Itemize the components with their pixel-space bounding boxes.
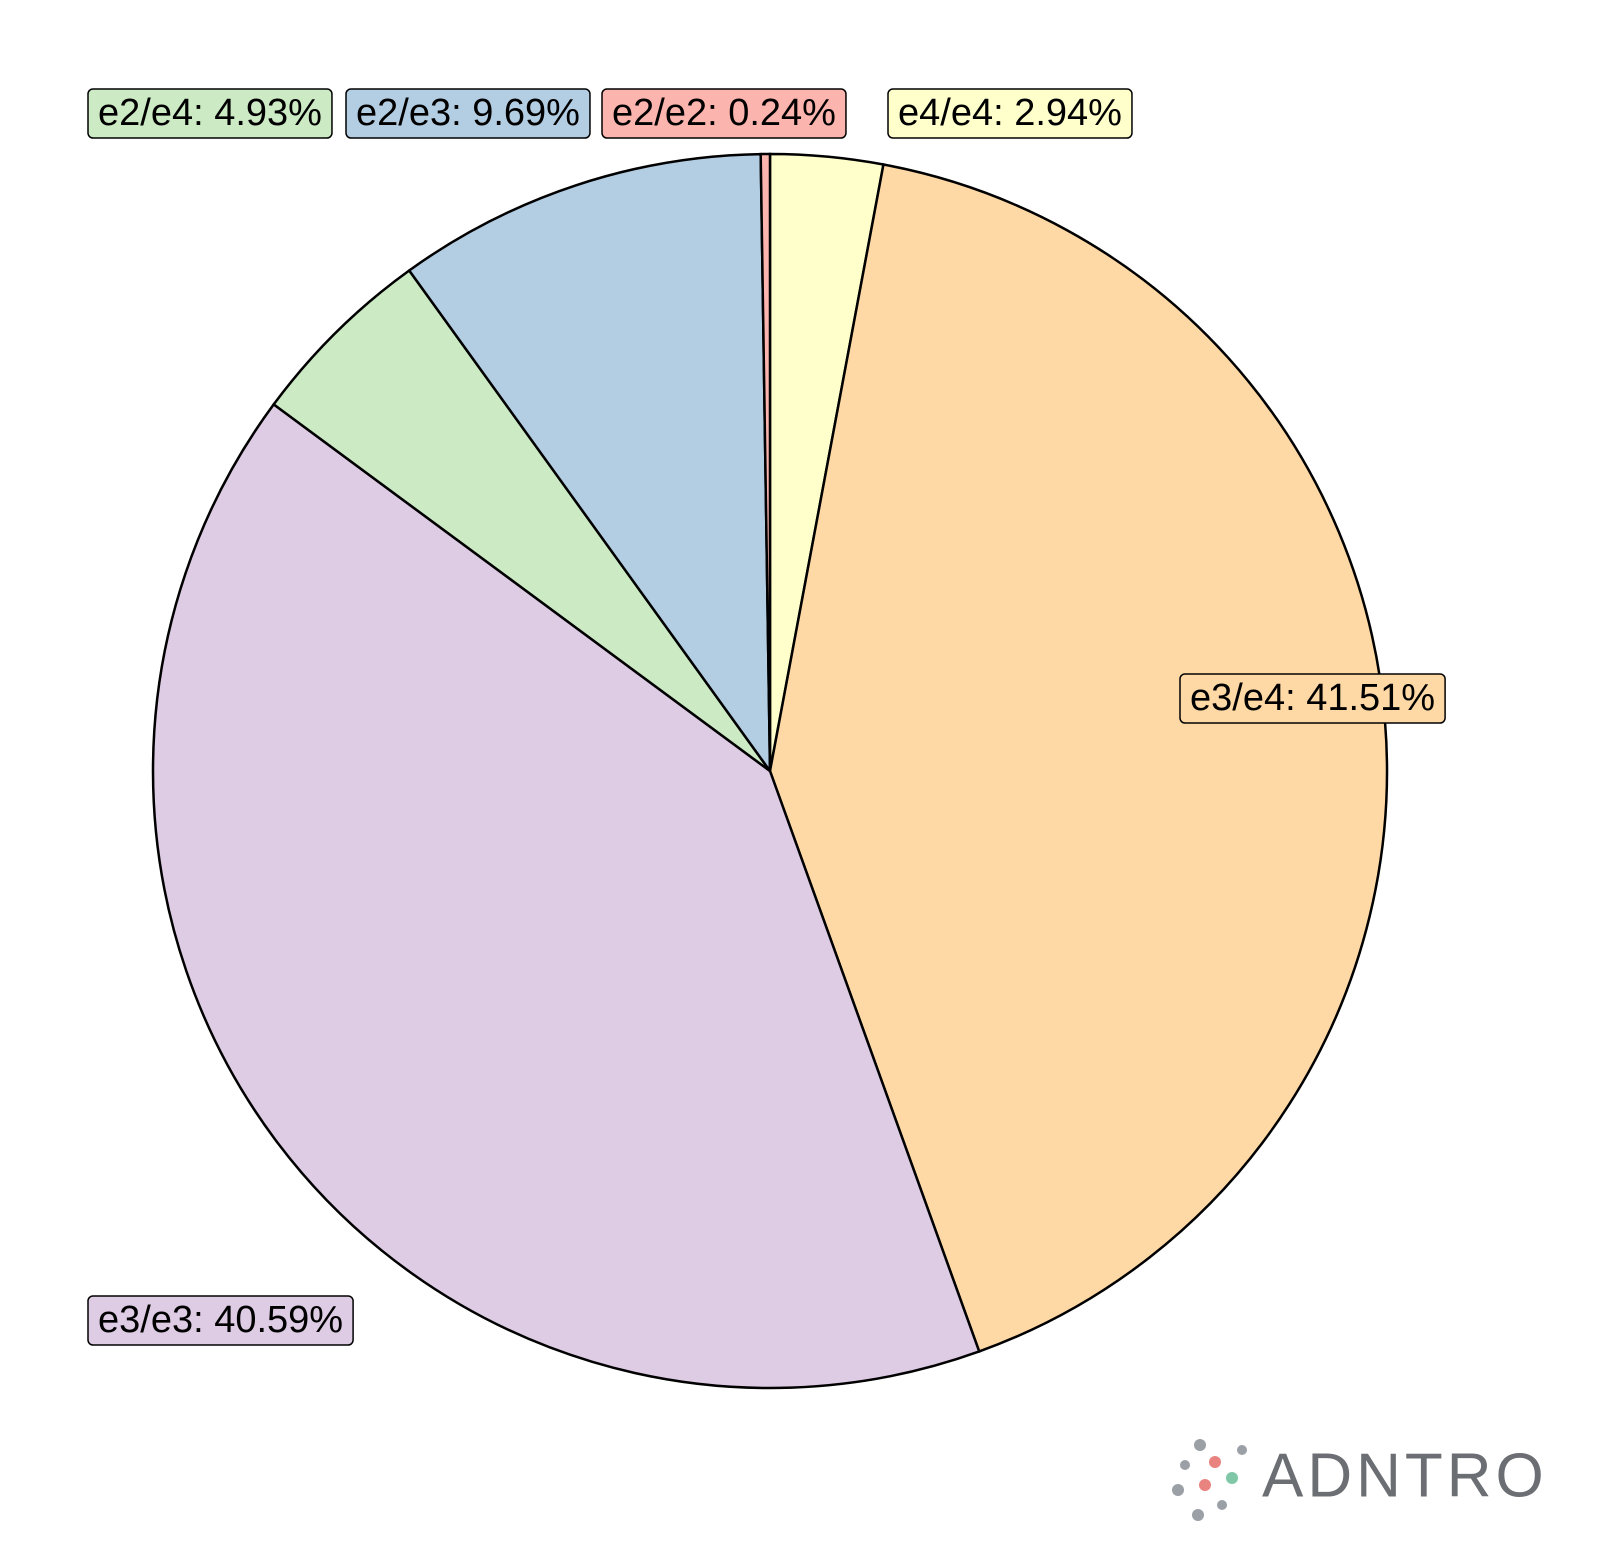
label-text: e2/e4: 4.93% (98, 92, 322, 134)
logo-icon (1172, 1439, 1247, 1521)
label-box (601, 88, 847, 139)
label-box (1179, 673, 1446, 724)
label-box (87, 88, 333, 139)
label-text: e3/e3: 40.59% (98, 1299, 343, 1341)
label-box (345, 88, 591, 139)
data-label: e2/e3: 9.69% (345, 88, 591, 139)
label-text: e3/e4: 41.51% (1190, 677, 1435, 719)
data-label: e3/e4: 41.51% (1179, 673, 1446, 724)
label-text: e2/e3: 9.69% (356, 92, 580, 134)
label-text: e2/e2: 0.24% (612, 92, 836, 134)
pie-slice (407, 152, 772, 775)
data-label: e3/e3: 40.59% (87, 1295, 354, 1346)
label-box (87, 1295, 354, 1346)
data-label: e4/e4: 2.94% (887, 88, 1133, 139)
label-box (887, 88, 1133, 139)
pie-slice (151, 402, 981, 1390)
data-label: e2/e4: 4.93% (87, 88, 333, 139)
label-text: e4/e4: 2.94% (898, 92, 1122, 134)
data-label: e2/e2: 0.24% (601, 88, 847, 139)
pie-slice (271, 268, 772, 773)
watermark: ADNTRO (1262, 1441, 1548, 1510)
pie-slice (759, 152, 772, 772)
